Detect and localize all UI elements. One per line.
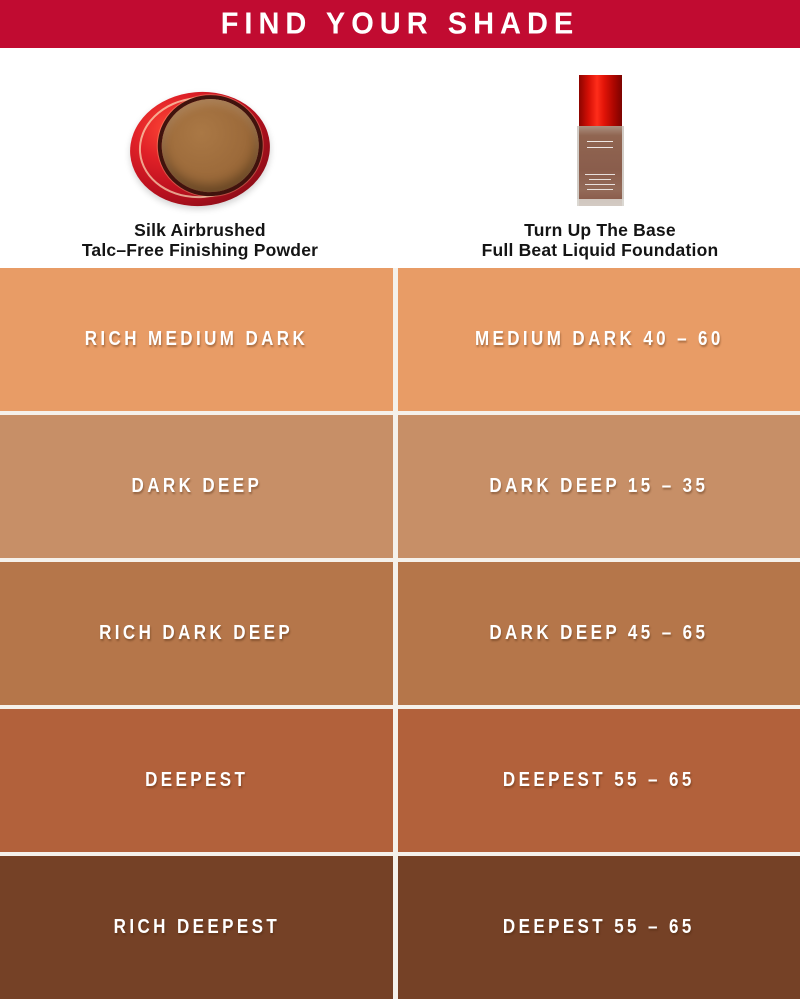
bottle-cap bbox=[578, 75, 622, 126]
bottle-label-line bbox=[585, 184, 615, 185]
powder-shade-cell: DARK DEEP bbox=[0, 415, 393, 558]
shade-table: RICH MEDIUM DARK MEDIUM DARK 40 – 60 DAR… bbox=[0, 268, 800, 999]
column-divider bbox=[393, 856, 398, 999]
column-divider bbox=[393, 709, 398, 852]
bottle-body bbox=[576, 126, 624, 206]
shade-row-rich-dark-deep: RICH DARK DEEP DARK DEEP 45 – 65 bbox=[0, 562, 800, 705]
powder-name-line1: Silk Airbrushed bbox=[134, 220, 266, 240]
foundation-shade-cell: DEEPEST 55 – 65 bbox=[398, 856, 800, 999]
shade-row-rich-medium-dark: RICH MEDIUM DARK MEDIUM DARK 40 – 60 bbox=[0, 268, 800, 411]
foundation-figure-area bbox=[576, 68, 624, 206]
column-divider bbox=[393, 562, 398, 705]
page-title: FIND YOUR SHADE bbox=[220, 6, 580, 41]
powder-shade-cell: DEEPEST bbox=[0, 709, 393, 852]
powder-name-line2: Talc–Free Finishing Powder bbox=[81, 240, 319, 260]
powder-shade-label: RICH DARK DEEP bbox=[99, 622, 294, 644]
powder-shade-label: DEEPEST bbox=[144, 769, 249, 791]
shade-row-dark-deep: DARK DEEP DARK DEEP 15 – 35 bbox=[0, 415, 800, 558]
foundation-shade-cell: DARK DEEP 45 – 65 bbox=[398, 562, 800, 705]
powder-product-name: Silk Airbrushed Talc–Free Finishing Powd… bbox=[82, 220, 318, 260]
powder-shade-cell: RICH MEDIUM DARK bbox=[0, 268, 393, 411]
powder-shade-label: DARK DEEP bbox=[131, 475, 262, 497]
powder-shade-label: RICH MEDIUM DARK bbox=[84, 328, 309, 350]
products-section: Silk Airbrushed Talc–Free Finishing Powd… bbox=[0, 48, 800, 268]
powder-shade-cell: RICH DARK DEEP bbox=[0, 562, 393, 705]
foundation-shade-label: DEEPEST 55 – 65 bbox=[503, 769, 695, 791]
column-divider bbox=[393, 268, 398, 411]
foundation-shade-label: DARK DEEP 45 – 65 bbox=[489, 622, 709, 644]
foundation-shade-label: DEEPEST 55 – 65 bbox=[503, 916, 695, 938]
powder-pan bbox=[157, 95, 263, 197]
bottle-brand-mark bbox=[587, 141, 613, 148]
foundation-shade-cell: DARK DEEP 15 – 35 bbox=[398, 415, 800, 558]
header-banner: FIND YOUR SHADE bbox=[0, 0, 800, 48]
foundation-shade-cell: DEEPEST 55 – 65 bbox=[398, 709, 800, 852]
foundation-name-line1: Turn Up The Base bbox=[524, 220, 676, 240]
red-cap-foundation-bottle-icon bbox=[576, 75, 624, 206]
column-divider bbox=[393, 415, 398, 558]
powder-shade-label: RICH DEEPEST bbox=[113, 916, 280, 938]
foundation-shade-label: DARK DEEP 15 – 35 bbox=[489, 475, 709, 497]
foundation-name-line2: Full Beat Liquid Foundation bbox=[481, 240, 719, 260]
foundation-shade-label: MEDIUM DARK 40 – 60 bbox=[474, 328, 724, 350]
powder-figure-area bbox=[125, 68, 275, 212]
shade-row-deepest: DEEPEST DEEPEST 55 – 65 bbox=[0, 709, 800, 852]
bottle-label-line bbox=[587, 189, 613, 190]
red-compact-powder-icon bbox=[125, 86, 275, 212]
shade-row-rich-deepest: RICH DEEPEST DEEPEST 55 – 65 bbox=[0, 856, 800, 999]
bottle-label-line bbox=[585, 174, 615, 175]
product-foundation: Turn Up The Base Full Beat Liquid Founda… bbox=[400, 48, 800, 268]
product-powder: Silk Airbrushed Talc–Free Finishing Powd… bbox=[0, 48, 400, 268]
foundation-shade-cell: MEDIUM DARK 40 – 60 bbox=[398, 268, 800, 411]
bottle-label-line bbox=[589, 179, 611, 180]
powder-shade-cell: RICH DEEPEST bbox=[0, 856, 393, 999]
foundation-product-name: Turn Up The Base Full Beat Liquid Founda… bbox=[482, 220, 719, 260]
